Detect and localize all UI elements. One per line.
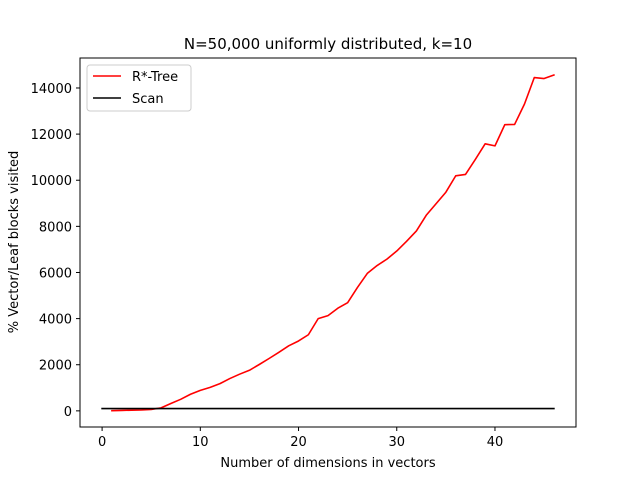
y-tick-label: 2000 — [39, 359, 72, 374]
x-tick-label: 30 — [388, 435, 405, 450]
x-tick-label: 0 — [98, 435, 106, 450]
legend-label: Scan — [132, 92, 164, 107]
chart-title: N=50,000 uniformly distributed, k=10 — [184, 35, 472, 53]
y-tick-label: 6000 — [39, 266, 72, 281]
legend: R*-Tree Scan — [86, 64, 192, 112]
series-line-r-tree — [111, 74, 555, 412]
x-axis: 0 10 20 30 40 — [98, 427, 503, 450]
plot-area — [80, 58, 576, 427]
x-tick-label: 20 — [290, 435, 307, 450]
x-axis-label: Number of dimensions in vectors — [220, 456, 435, 471]
y-tick-label: 0 — [64, 405, 72, 420]
y-axis: 0 2000 4000 6000 8000 10000 12000 14000 — [31, 82, 80, 420]
y-tick-label: 8000 — [39, 220, 72, 235]
legend-label: R*-Tree — [132, 70, 178, 85]
y-tick-label: 10000 — [31, 174, 72, 189]
series-layer — [101, 74, 555, 412]
x-tick-label: 40 — [487, 435, 504, 450]
y-axis-label: % Vector/Leaf blocks visited — [7, 151, 22, 333]
plot-background — [80, 58, 576, 427]
x-tick-label: 10 — [192, 435, 209, 450]
plot-frame — [79, 57, 577, 428]
y-tick-label: 14000 — [31, 82, 72, 97]
y-tick-label: 4000 — [39, 313, 72, 328]
y-tick-label: 12000 — [31, 128, 72, 143]
